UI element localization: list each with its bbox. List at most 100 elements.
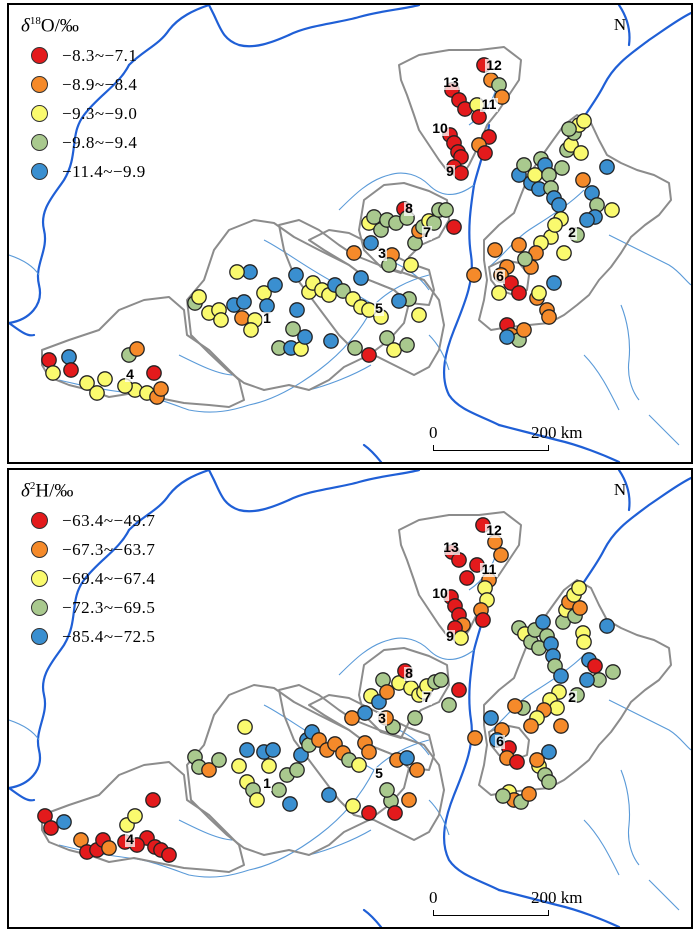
sample-point [381, 257, 397, 273]
legend-item: −8.3~−7.1 [21, 41, 146, 70]
minor-river [488, 654, 585, 733]
sample-point [261, 758, 277, 774]
major-river [497, 888, 621, 927]
region-label-bg [422, 226, 432, 240]
sample-point [599, 159, 615, 175]
region-label-bg [495, 735, 505, 749]
sample-point [529, 752, 545, 768]
region-label: 4 [126, 366, 134, 382]
sample-point [265, 742, 281, 758]
sample-point [271, 782, 287, 798]
region-label: 12 [486, 57, 502, 73]
legend-swatch [31, 541, 48, 559]
sample-point [575, 172, 591, 188]
sample-point [547, 217, 563, 233]
legend-title: δ18O/‰ [21, 15, 79, 37]
sample-point [499, 329, 515, 345]
basin-outline [358, 182, 450, 274]
basin-outline [41, 761, 245, 873]
sample-point [351, 757, 367, 773]
sample-point [459, 570, 475, 586]
minor-river [373, 739, 430, 771]
sample-point [599, 618, 615, 634]
minor-river [608, 234, 691, 286]
legend-swatch [31, 76, 48, 94]
north-label: N [613, 480, 627, 499]
sample-point [323, 333, 339, 349]
legend-item: −9.8~−9.4 [21, 128, 146, 157]
sample-point [511, 237, 527, 253]
region-label: 8 [405, 665, 413, 681]
region-label: 9 [446, 163, 454, 179]
sample-point [546, 275, 562, 291]
sample-point [438, 202, 454, 218]
region-label: 6 [496, 733, 504, 749]
sample-point [363, 235, 379, 251]
scale-bar: 0 200 km [429, 888, 582, 916]
sample-point [43, 820, 59, 836]
legend-swatch [31, 628, 48, 646]
region-label-bg [480, 98, 498, 112]
minor-river [648, 414, 680, 446]
sample-point [213, 312, 229, 328]
sample-point [572, 600, 588, 616]
major-river [617, 5, 631, 47]
region-label-bg [125, 833, 135, 847]
minor-river [178, 354, 235, 376]
sample-point [191, 289, 207, 305]
major-river [287, 5, 421, 37]
scale-bar: 0 200 km [429, 423, 582, 451]
region-label: 8 [405, 200, 413, 216]
region-label-bg [125, 368, 135, 382]
major-river [9, 321, 36, 337]
sample-point [604, 202, 620, 218]
sample-point [346, 245, 362, 261]
legend-label: −9.3~−9.0 [62, 103, 138, 123]
sample-point [361, 744, 377, 760]
sample-point [97, 371, 113, 387]
sample-point [237, 719, 253, 735]
sample-point [554, 160, 570, 176]
legend-label: −72.3~−69.5 [62, 597, 156, 617]
region-label: 9 [446, 628, 454, 644]
sample-point [493, 547, 509, 563]
sample-point [407, 710, 423, 726]
sample-point [79, 375, 95, 391]
legend-label: −63.4~−49.7 [62, 510, 156, 530]
major-river [442, 183, 501, 427]
sample-point [403, 257, 419, 273]
sample-point [495, 788, 511, 804]
legend-label: −9.8~−9.4 [62, 132, 138, 152]
sample-point [573, 145, 589, 161]
sample-point [535, 614, 551, 630]
region-label: 11 [482, 96, 497, 112]
region-label-bg [262, 777, 272, 791]
major-river [442, 648, 501, 892]
region-label-bg [442, 541, 460, 555]
sample-point [161, 847, 177, 863]
minor-river [373, 274, 430, 306]
sample-point [467, 730, 483, 746]
sample-point [453, 630, 469, 646]
region-label: 2 [568, 224, 576, 240]
sample-point [321, 787, 337, 803]
sample-point [576, 113, 592, 129]
basin-outline [186, 219, 410, 391]
legend-label: −11.4~−9.9 [62, 161, 146, 181]
scale-line [433, 445, 549, 451]
region-label-bg [422, 691, 432, 705]
sample-point [433, 672, 449, 688]
legend-label: −69.4~−67.4 [62, 568, 156, 588]
sample-point [288, 267, 304, 283]
major-river [617, 470, 631, 512]
legend: δ18O/‰ −8.3~−7.1 −8.9~−8.4 −9.3~−9.0 −9.… [21, 15, 146, 186]
minor-river [620, 769, 640, 866]
minor-river [488, 189, 585, 268]
sample-point [441, 697, 457, 713]
sample-point [507, 698, 523, 714]
minor-river [248, 769, 375, 871]
minor-river [583, 819, 620, 876]
scale-end-label: 200 km [531, 423, 583, 442]
sample-point [366, 209, 382, 225]
